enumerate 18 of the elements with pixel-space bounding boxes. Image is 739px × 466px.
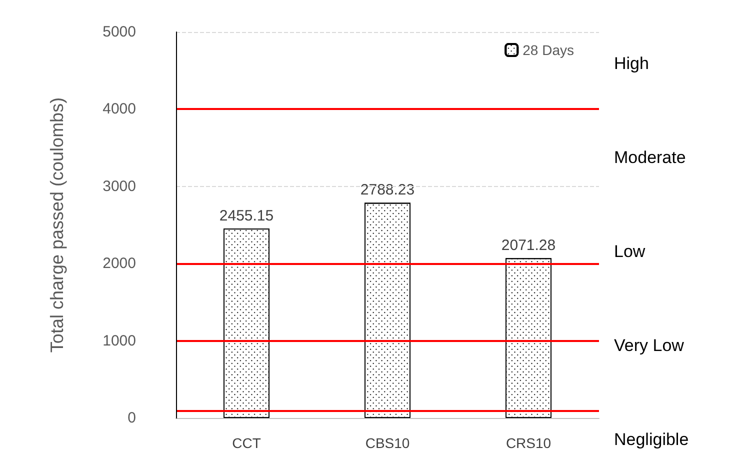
x-tick-label: CBS10 — [365, 435, 410, 451]
data-label: 2455.15 — [219, 207, 274, 224]
x-tick-label: CCT — [232, 435, 262, 451]
text: Negligible — [614, 430, 689, 449]
text: Very Low — [614, 336, 685, 355]
y-tick-label: 5000 — [102, 24, 136, 40]
legend-label: 28 Days — [522, 42, 574, 58]
text: Low — [614, 242, 646, 261]
text: Moderate — [614, 148, 686, 167]
y-tick-label: 4000 — [102, 100, 136, 118]
y-tick-label: 1000 — [102, 332, 136, 350]
y-tick-label: 3000 — [102, 178, 136, 195]
text: High — [614, 54, 649, 73]
data-label: 2071.28 — [501, 237, 556, 254]
y-axis-title: Total charge passed (coulombs) — [47, 97, 67, 353]
y-tick-label: 2000 — [102, 255, 136, 272]
y-tick-label: 0 — [128, 410, 136, 426]
x-tick-label: CRS10 — [506, 435, 552, 451]
